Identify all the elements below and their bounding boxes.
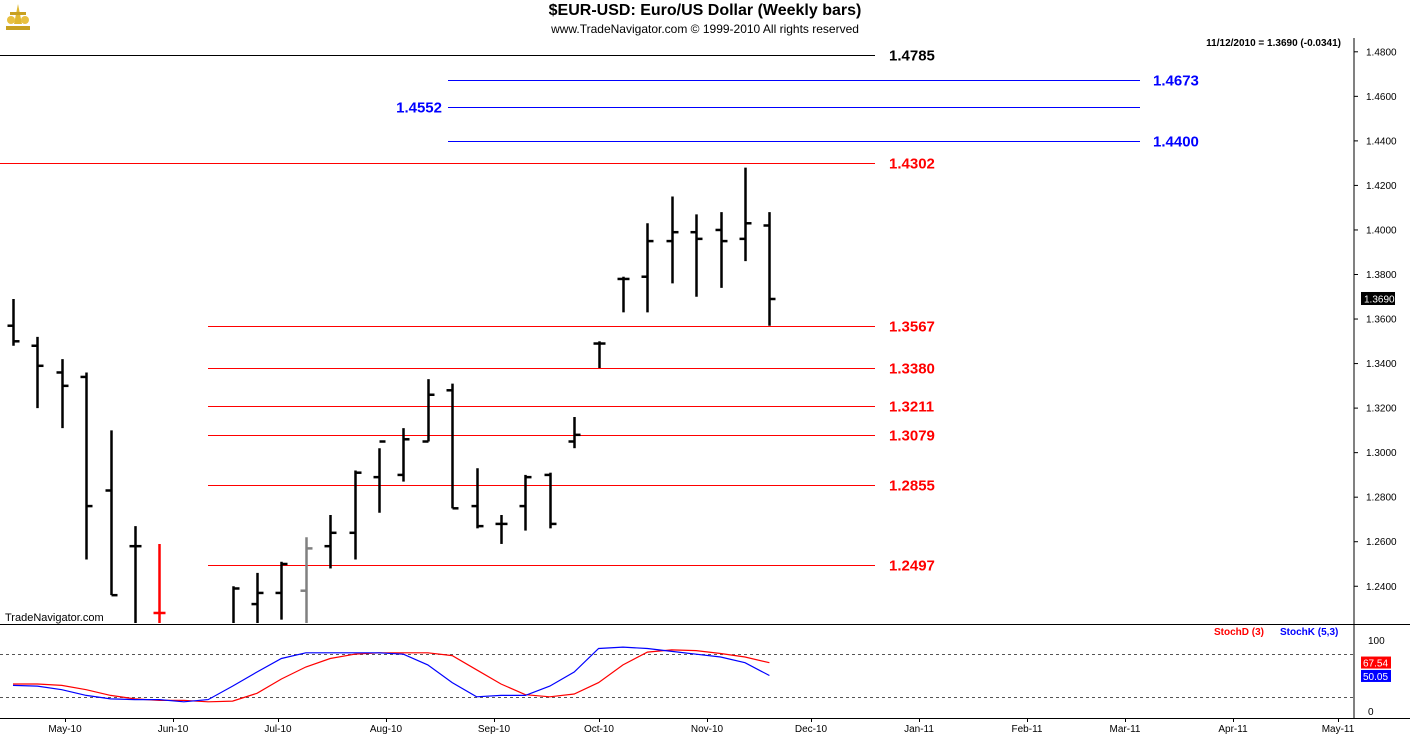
- price-tick-label: 1.4200: [1366, 181, 1397, 192]
- date-tick-label: May-10: [48, 724, 82, 735]
- stoch-k-line: [13, 647, 769, 702]
- level-label: 1.2497: [889, 558, 935, 575]
- stoch-tick-label: 0: [1368, 707, 1374, 718]
- date-tick-label: Sep-10: [478, 724, 511, 735]
- price-tick-label: 1.2800: [1366, 493, 1397, 504]
- stoch-d-legend: StochD (3): [1214, 627, 1264, 638]
- date-tick-label: Mar-11: [1110, 724, 1141, 735]
- level-label: 1.4552: [396, 100, 442, 117]
- level-label: 1.4673: [1153, 73, 1199, 90]
- date-tick-label: Jul-10: [264, 724, 292, 735]
- date-tick-label: Jan-11: [904, 724, 934, 735]
- price-tick-label: 1.4000: [1366, 225, 1397, 236]
- date-tick-label: Jun-10: [158, 724, 189, 735]
- price-tick-label: 1.4800: [1366, 47, 1397, 58]
- level-label: 1.3211: [889, 399, 934, 416]
- stoch-tick-label: 100: [1368, 636, 1385, 647]
- watermark-label: TradeNavigator.com: [5, 612, 104, 624]
- price-tick-label: 1.3800: [1366, 270, 1397, 281]
- level-label: 1.3567: [889, 319, 935, 336]
- stoch-d-line: [13, 650, 769, 702]
- stochastic-panel: StochD (3) StochK (5,3) 100 0 67.54 50.05: [0, 627, 1391, 718]
- price-tick-label: 1.4400: [1366, 136, 1397, 147]
- level-label: 1.4785: [889, 48, 935, 65]
- date-tick-label: Feb-11: [1012, 724, 1043, 735]
- level-label: 1.2855: [889, 478, 935, 495]
- level-label: 1.3380: [889, 361, 935, 378]
- last-quote-label: 11/12/2010 = 1.3690 (-0.0341): [1206, 38, 1341, 49]
- price-tick-label: 1.3600: [1366, 315, 1397, 326]
- price-tick-label: 1.3000: [1366, 448, 1397, 459]
- level-label: 1.4400: [1153, 134, 1199, 151]
- price-tick-label: 1.2400: [1366, 582, 1397, 593]
- ohlc-bar: [203, 651, 215, 702]
- stoch-k-legend: StochK (5,3): [1280, 627, 1338, 638]
- price-tick-label: 1.3400: [1366, 359, 1397, 370]
- level-label: 1.4302: [889, 156, 935, 173]
- date-tick-label: Apr-11: [1218, 724, 1248, 735]
- price-axis: 1.2400 1.2600 1.2800 1.3000 1.3200 1.3400 1.36…: [1354, 47, 1397, 592]
- price-tick-label: 1.2600: [1366, 537, 1397, 548]
- date-axis: May-10 Jun-10 Jul-10 Aug-10 Sep-10 Oct-10 Nov-…: [48, 718, 1354, 735]
- price-plot-area: [0, 38, 1354, 623]
- date-tick-label: Aug-10: [370, 724, 403, 735]
- stoch-k-value: 50.05: [1363, 672, 1388, 683]
- stoch-d-value: 67.54: [1363, 659, 1388, 670]
- price-tick-label: 1.4600: [1366, 92, 1397, 103]
- last-price-label: 1.3690: [1364, 294, 1395, 305]
- date-tick-label: May-11: [1322, 724, 1355, 735]
- date-tick-label: Dec-10: [795, 724, 828, 735]
- level-label: 1.3079: [889, 428, 935, 445]
- ohlc-bar: [179, 642, 191, 689]
- date-tick-label: Nov-10: [691, 724, 724, 735]
- date-tick-label: Oct-10: [584, 724, 614, 735]
- price-tick-label: 1.3200: [1366, 404, 1397, 415]
